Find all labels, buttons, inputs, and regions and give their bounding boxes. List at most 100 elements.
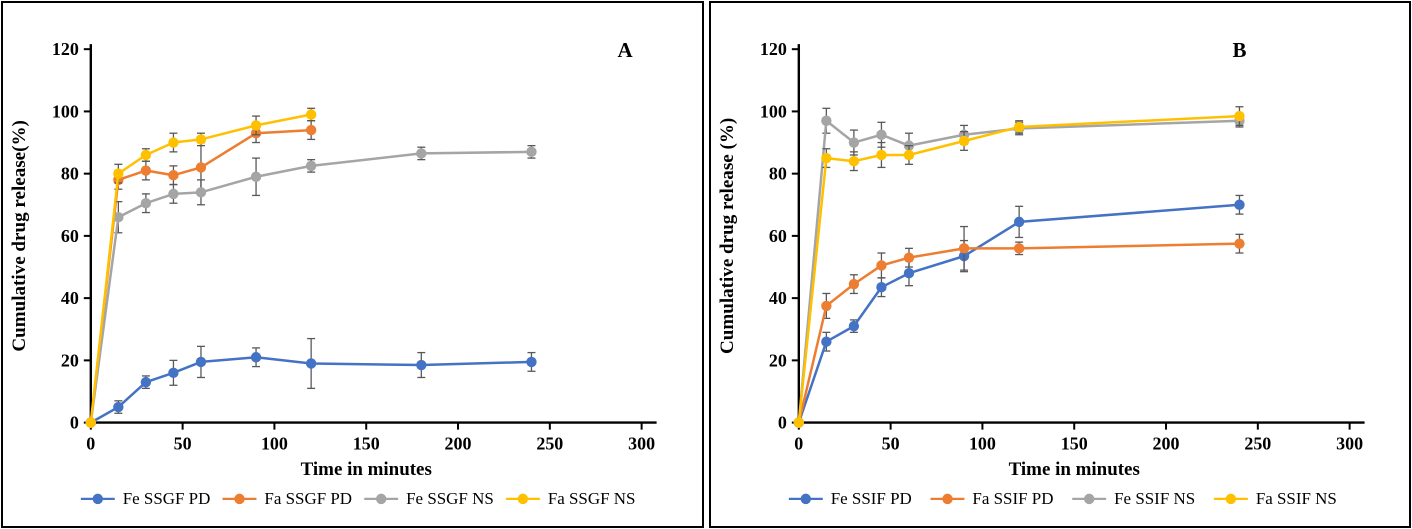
x-tick-label: 300 bbox=[628, 434, 655, 454]
series-marker bbox=[1013, 121, 1024, 133]
series-marker bbox=[85, 417, 97, 428]
y-tick-label: 40 bbox=[768, 288, 786, 308]
y-tick-label: 80 bbox=[61, 164, 79, 184]
series-marker bbox=[113, 211, 124, 223]
series-marker bbox=[903, 149, 914, 161]
series-marker bbox=[875, 282, 887, 293]
series-marker bbox=[526, 356, 537, 368]
series-marker bbox=[168, 169, 179, 181]
series-marker bbox=[140, 149, 152, 161]
series-line bbox=[797, 114, 1240, 423]
series-marker bbox=[113, 401, 124, 413]
series-marker bbox=[958, 243, 969, 254]
x-tick-label: 0 bbox=[86, 434, 95, 454]
legend-marker bbox=[234, 493, 245, 505]
y-tick-label: 120 bbox=[52, 39, 79, 59]
chart-b-svg: 0 20 40 60 80 100 120 0 50 100 150 200 250 300 Time in… bbox=[717, 38, 1365, 508]
x-tick-label: 50 bbox=[174, 434, 192, 454]
series-marker bbox=[1233, 238, 1245, 249]
legend-item: Fa SSGF PD bbox=[222, 489, 352, 508]
legend-item: Fe SSGF PD bbox=[80, 489, 211, 508]
x-tick-label: 250 bbox=[1244, 434, 1271, 454]
legend-marker bbox=[800, 493, 811, 505]
legend-item: Fa SSIF PD bbox=[930, 489, 1053, 508]
series-line bbox=[797, 203, 1240, 424]
series-marker bbox=[140, 197, 152, 209]
series-marker bbox=[875, 129, 887, 140]
series-marker bbox=[875, 149, 887, 161]
series-marker bbox=[848, 278, 859, 290]
legend-label: Fe SSIF PD bbox=[830, 489, 911, 508]
y-tick-label: 100 bbox=[759, 101, 786, 121]
x-tick-label: 200 bbox=[1152, 434, 1179, 454]
legend-label: Fe SSGF NS bbox=[406, 489, 494, 508]
x-tick-label: 100 bbox=[968, 434, 995, 454]
panel-label: B bbox=[1232, 38, 1246, 62]
series-marker bbox=[848, 155, 859, 167]
legend-item: Fe SSIF PD bbox=[788, 489, 911, 508]
legend-item: Fa SSIF NS bbox=[1213, 489, 1336, 508]
series-marker bbox=[1233, 199, 1245, 210]
series-marker bbox=[250, 352, 262, 363]
axis-label-y: Cumulative drug release(%) bbox=[9, 120, 30, 351]
legend-item: Fa SSGF NS bbox=[505, 489, 636, 508]
series-marker bbox=[140, 376, 152, 388]
series-marker bbox=[195, 162, 207, 173]
series-marker bbox=[250, 171, 262, 182]
legend-marker bbox=[375, 493, 387, 505]
x-tick-label: 300 bbox=[1336, 434, 1363, 454]
series-marker bbox=[195, 356, 207, 368]
series-marker bbox=[140, 165, 152, 176]
series-marker bbox=[168, 188, 179, 200]
legend-marker bbox=[92, 493, 103, 505]
legend-item: Fe SSIF NS bbox=[1071, 489, 1195, 508]
series-marker bbox=[820, 115, 832, 126]
x-tick-label: 250 bbox=[536, 434, 563, 454]
axis-label-y: Cumulative drug release (%) bbox=[717, 118, 738, 354]
panel-a: 0 20 40 60 80 100 120 0 50 100 150 200 250 300 Time in… bbox=[1, 1, 704, 528]
legend-label: Fa SSIF PD bbox=[972, 489, 1053, 508]
series-marker bbox=[820, 152, 832, 164]
series-marker bbox=[195, 134, 207, 145]
series-marker bbox=[168, 137, 179, 148]
legend-marker bbox=[1083, 493, 1094, 505]
chart-a-svg: 0 20 40 60 80 100 120 0 50 100 150 200 250 300 Time in… bbox=[9, 38, 657, 508]
series-marker bbox=[1233, 110, 1245, 122]
y-tick-label: 60 bbox=[768, 226, 786, 246]
axis-label-x: Time in minutes bbox=[301, 459, 432, 480]
series-marker bbox=[113, 168, 124, 179]
series-marker bbox=[526, 146, 537, 158]
legend-label: Fa SSIF NS bbox=[1255, 489, 1336, 508]
y-tick-label: 100 bbox=[52, 101, 79, 121]
legend-item: Fe SSGF NS bbox=[364, 489, 494, 508]
legend-label: Fe SSGF PD bbox=[123, 489, 211, 508]
series-marker bbox=[305, 124, 317, 136]
legend-label: Fa SSGF NS bbox=[548, 489, 636, 508]
series-marker bbox=[195, 187, 207, 198]
series-marker bbox=[820, 336, 832, 347]
series-marker bbox=[1013, 216, 1024, 228]
y-tick-label: 120 bbox=[759, 39, 786, 59]
series-marker bbox=[958, 135, 969, 147]
y-tick-label: 0 bbox=[777, 413, 786, 433]
series-marker bbox=[875, 260, 887, 271]
x-tick-label: 150 bbox=[353, 434, 380, 454]
y-tick-label: 20 bbox=[768, 350, 786, 370]
series-marker bbox=[168, 367, 179, 379]
series-line bbox=[797, 119, 1240, 423]
series-marker bbox=[903, 252, 914, 263]
series-marker bbox=[250, 120, 262, 131]
x-tick-label: 0 bbox=[794, 434, 803, 454]
legend-marker bbox=[517, 493, 529, 505]
series-marker bbox=[793, 417, 804, 428]
series-marker bbox=[416, 359, 427, 371]
series-marker bbox=[416, 148, 427, 159]
y-tick-label: 60 bbox=[61, 226, 79, 246]
legend-label: Fe SSIF NS bbox=[1114, 489, 1195, 508]
panel-label: A bbox=[618, 38, 634, 62]
series-marker bbox=[305, 109, 317, 120]
axis-label-x: Time in minutes bbox=[1008, 459, 1139, 480]
legend-marker bbox=[1225, 493, 1236, 505]
legend-label: Fa SSGF PD bbox=[264, 489, 352, 508]
